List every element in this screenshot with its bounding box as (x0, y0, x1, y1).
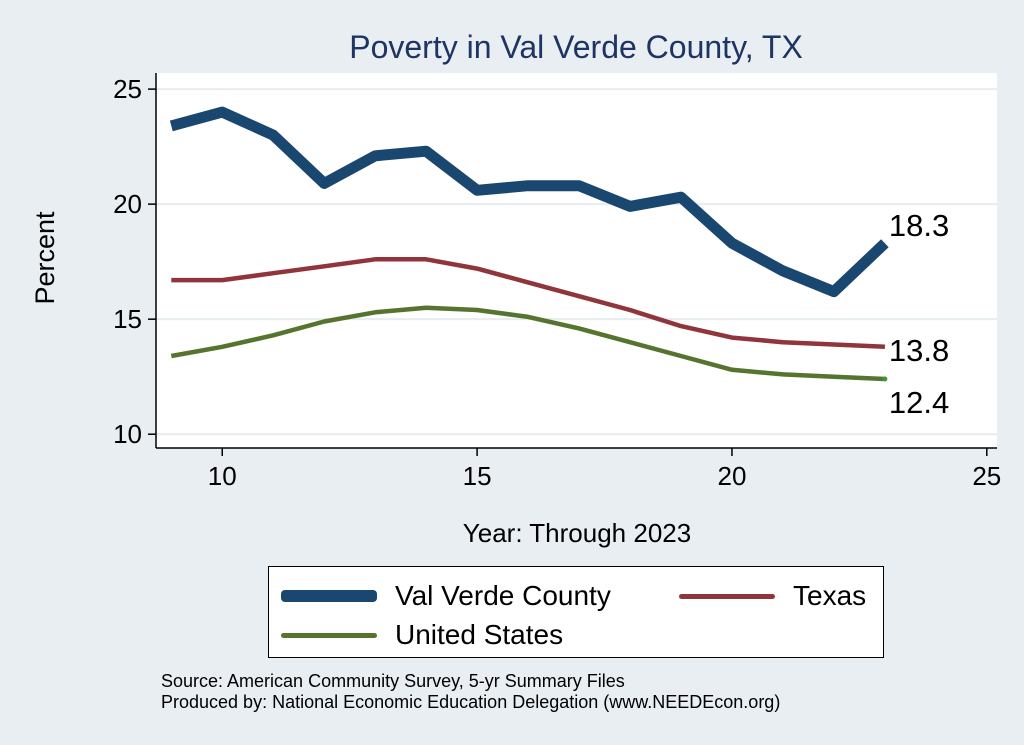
end-labels: 18.3 13.8 12.4 (882, 208, 949, 420)
y-axis-label: Percent (30, 211, 60, 305)
ytick-label-10: 10 (113, 419, 142, 449)
ytick-label-15: 15 (113, 304, 142, 334)
legend: Val Verde County Texas United States (268, 566, 884, 658)
legend-item-united-states: United States (281, 619, 563, 651)
series-line-united-states (170, 305, 886, 382)
legend-item-texas: Texas (679, 580, 866, 612)
xtick-label-10: 10 (208, 461, 237, 491)
end-label-united-states: 12.4 (889, 385, 949, 420)
xtick-label-15: 15 (463, 461, 492, 491)
series-line-texas (171, 257, 886, 350)
footer-notes: Source: American Community Survey, 5-yr … (161, 671, 780, 713)
legend-swatch-united-states (281, 632, 377, 638)
line-chart: Poverty in Val Verde County, TX 10 15 20 25… (30, 29, 1001, 548)
legend-swatch-val-verde (281, 590, 377, 602)
end-label-texas: 13.8 (889, 333, 949, 368)
end-label-val-verde: 18.3 (889, 208, 949, 243)
legend-label-texas: Texas (793, 580, 867, 611)
x-axis-label: Year: Through 2023 (463, 518, 691, 548)
legend-item-val-verde: Val Verde County (281, 580, 611, 612)
gridlines (156, 88, 997, 436)
x-axis-ticks: 10 15 20 25 (208, 448, 1001, 491)
series-line-val-verde (169, 106, 889, 298)
legend-label-val-verde: Val Verde County (395, 580, 611, 611)
series-lines (169, 106, 889, 382)
xtick-label-20: 20 (717, 461, 746, 491)
legend-label-united-states: United States (395, 619, 564, 650)
end-marker-united-states (882, 376, 888, 382)
footer-produced: Produced by: National Economic Education… (161, 692, 781, 712)
legend-swatch-texas (679, 593, 775, 599)
footer-source: Source: American Community Survey, 5-yr … (161, 671, 625, 691)
plot-area (156, 73, 997, 448)
chart-title: Poverty in Val Verde County, TX (349, 29, 803, 65)
ytick-label-25: 25 (113, 74, 142, 104)
y-axis-ticks: 10 15 20 25 (113, 74, 156, 449)
ytick-label-20: 20 (113, 189, 142, 219)
xtick-label-25: 25 (972, 461, 1001, 491)
